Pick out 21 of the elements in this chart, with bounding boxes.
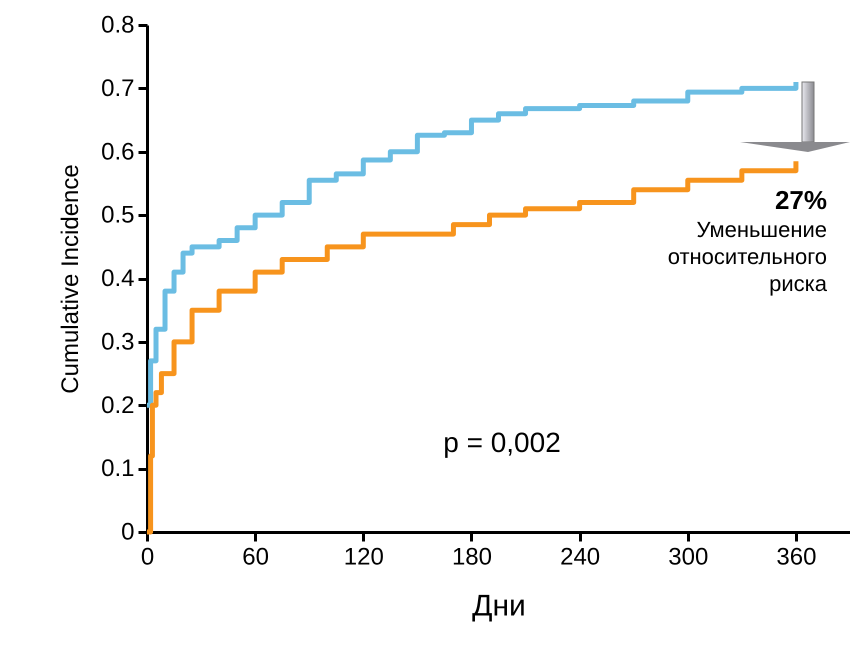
- y-tick-label: 0.2: [101, 392, 134, 419]
- y-tick-label: 0.6: [101, 138, 134, 166]
- x-tick-label: 180: [452, 544, 492, 570]
- x-tick-label: 360: [776, 544, 816, 570]
- x-tick-label: 240: [560, 544, 600, 570]
- y-tick-label: 0.7: [101, 74, 134, 102]
- x-axis-title: Дни: [472, 590, 526, 622]
- x-tick-label: 300: [668, 544, 708, 570]
- y-tick-label: 0.1: [101, 455, 134, 482]
- annotation: p = 0,002: [443, 427, 561, 458]
- annotation: 27%: [774, 185, 827, 215]
- y-tick-label: 0.4: [101, 265, 134, 292]
- annotation: Уменьшение относительного риска: [668, 217, 828, 296]
- y-tick-label: 0.8: [101, 12, 134, 38]
- x-tick-label: 120: [344, 544, 384, 570]
- y-axis-title: Cumulative Incidence: [57, 164, 84, 394]
- x-tick-label: 60: [242, 544, 270, 570]
- y-tick-label: 0: [121, 518, 134, 546]
- y-tick-label: 0.3: [101, 328, 134, 356]
- y-tick-label: 0.5: [101, 202, 134, 229]
- x-tick-label: 0: [140, 544, 154, 570]
